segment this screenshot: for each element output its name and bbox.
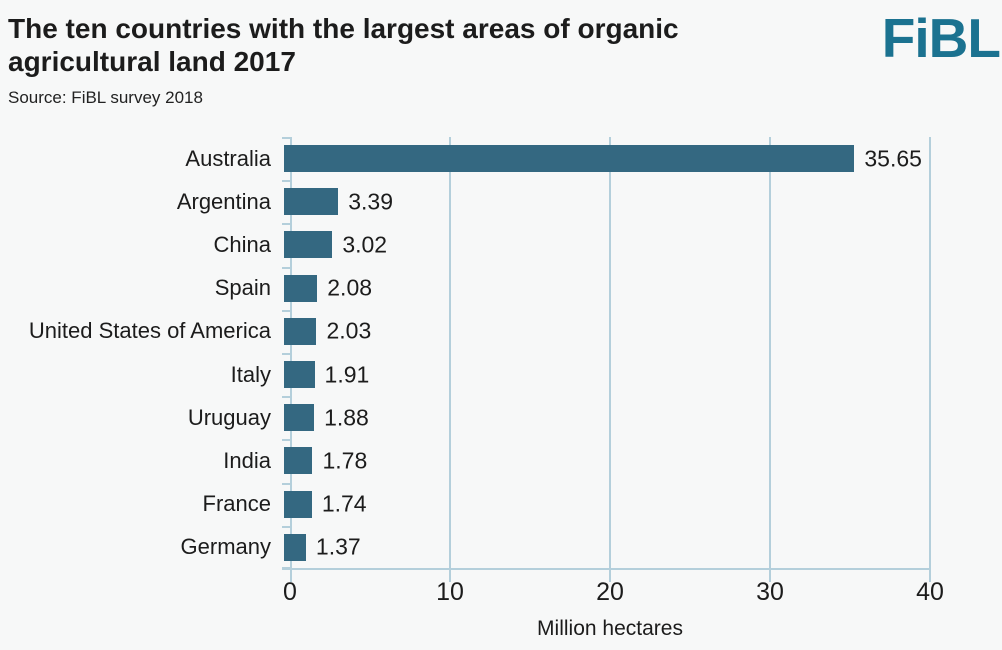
bar-track-france: 1.74: [282, 483, 1002, 526]
x-axis-line: [282, 568, 930, 570]
bar-italy: [284, 360, 315, 388]
bar-track-germany: 1.37: [282, 526, 1002, 569]
bar-track-australia: 35.65: [282, 137, 1002, 180]
x-tick-10: [449, 569, 451, 582]
bar-row-argentina: Argentina 3.39: [0, 180, 1002, 223]
value-label-uruguay: 1.88: [324, 404, 369, 431]
bar-india: [284, 447, 313, 475]
bar-row-australia: Australia 35.65: [0, 137, 1002, 180]
bar-track-spain: 2.08: [282, 267, 1002, 310]
value-label-germany: 1.37: [315, 533, 361, 560]
value-label-france: 1.74: [321, 490, 367, 517]
category-label-france: France: [202, 491, 271, 517]
bar-track-argentina: 3.39: [282, 180, 1002, 223]
x-tick-label-30: 30: [756, 578, 784, 606]
y-tick-6: [282, 396, 290, 398]
bar-france: [284, 490, 312, 518]
category-label-china: China: [213, 231, 271, 257]
bar-spain: [284, 274, 318, 302]
bar-row-germany: Germany 1.37: [0, 526, 1002, 569]
y-tick-0: [282, 137, 290, 139]
category-label-india: India: [223, 447, 271, 473]
bar-track-china: 3.02: [282, 223, 1002, 266]
category-label-argentina: Argentina: [176, 188, 271, 214]
bar-china: [284, 231, 333, 259]
bar-rows: Australia 35.65 Argentina 3.39 China 3.02 Spai…: [0, 137, 1002, 569]
y-tick-4: [282, 310, 290, 312]
y-tick-2: [282, 223, 290, 225]
bar-row-italy: Italy 1.91: [0, 353, 1002, 396]
y-tick-5: [282, 353, 290, 355]
x-axis-title: Million hectares: [537, 617, 683, 640]
category-label-germany: Germany: [180, 534, 271, 560]
chart-source: Source: FiBL survey 2018: [8, 88, 203, 107]
bar-row-france: France 1.74: [0, 483, 1002, 526]
category-label-uruguay: Uruguay: [187, 404, 271, 430]
bar-united-states-of-america: [284, 317, 317, 345]
bar-track-india: 1.78: [282, 439, 1002, 482]
y-tick-3: [282, 267, 290, 269]
y-tick-1: [282, 180, 290, 182]
gridline-x-30: [769, 137, 771, 569]
value-label-spain: 2.08: [327, 274, 373, 301]
category-label-united-states-of-america: United States of America: [28, 318, 271, 344]
y-tick-8: [282, 483, 290, 485]
category-label-italy: Italy: [230, 361, 271, 387]
y-axis-line: [290, 137, 292, 569]
value-label-argentina: 3.39: [348, 188, 393, 215]
x-tick-label-40: 40: [916, 578, 944, 606]
value-label-india: 1.78: [322, 447, 368, 474]
y-tick-9: [282, 526, 290, 528]
x-tick-0: [290, 569, 292, 582]
bar-uruguay: [284, 404, 315, 432]
bar-track-italy: 1.91: [282, 353, 1002, 396]
y-tick-10: [282, 567, 290, 569]
value-label-china: 3.02: [342, 231, 388, 258]
bar-row-india: India 1.78: [0, 439, 1002, 482]
bar-argentina: [284, 188, 339, 216]
gridline-x-20: [609, 137, 611, 569]
category-label-spain: Spain: [214, 275, 271, 301]
x-tick-40: [929, 569, 931, 582]
x-tick-30: [769, 569, 771, 582]
value-label-united-states-of-america: 2.03: [326, 317, 372, 344]
bar-germany: [284, 533, 306, 561]
x-tick-label-20: 20: [596, 578, 624, 606]
bar-track-uruguay: 1.88: [282, 396, 1002, 439]
chart-title: The ten countries with the largest areas…: [8, 13, 679, 78]
bar-australia: [284, 145, 855, 172]
y-tick-7: [282, 439, 290, 441]
bar-row-spain: Spain 2.08: [0, 267, 1002, 310]
x-tick-20: [609, 569, 611, 582]
bar-track-united-states-of-america: 2.03: [282, 310, 1002, 353]
gridline-x-10: [449, 137, 451, 569]
bar-row-united-states-of-america: United States of America 2.03: [0, 310, 1002, 353]
bar-row-china: China 3.02: [0, 223, 1002, 266]
x-tick-label-0: 0: [283, 578, 297, 606]
fibl-logo: FiBL: [881, 7, 1001, 69]
x-tick-label-10: 10: [436, 578, 464, 606]
gridline-x-40: [929, 137, 931, 569]
bar-row-uruguay: Uruguay 1.88: [0, 396, 1002, 439]
value-label-italy: 1.91: [324, 361, 370, 388]
value-label-australia: 35.65: [864, 145, 922, 172]
plot-area: [282, 137, 931, 582]
category-label-australia: Australia: [185, 145, 271, 171]
